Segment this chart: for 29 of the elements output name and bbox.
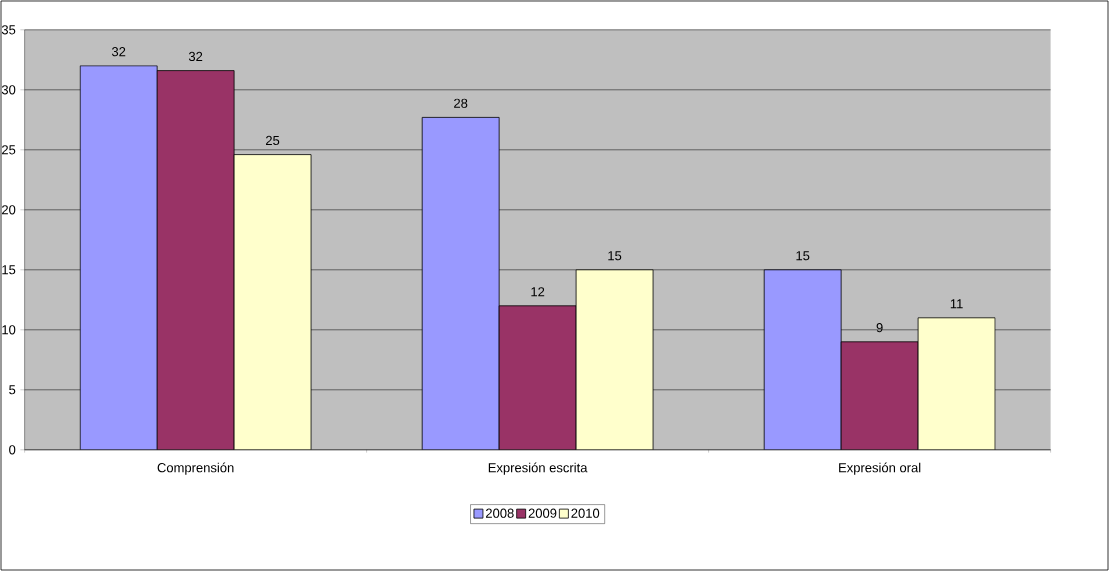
bar: [156, 70, 235, 450]
y-tick-label: 15: [2, 265, 16, 275]
x-tick-label: Comprensión: [157, 462, 234, 475]
data-label: 25: [266, 135, 280, 146]
y-tick-label: 25: [2, 145, 16, 155]
bar: [575, 269, 654, 450]
data-label: 9: [876, 323, 883, 333]
x-tick-label: Expresión oral: [839, 462, 921, 475]
legend-label: 2010: [571, 508, 600, 518]
data-label: 15: [796, 251, 810, 261]
bar: [233, 154, 312, 450]
legend-label: 2009: [528, 508, 557, 518]
y-tick-label: 10: [2, 325, 16, 335]
y-tick-label: 30: [1, 85, 16, 95]
data-label: 12: [531, 287, 545, 297]
data-label: 28: [454, 98, 468, 108]
data-label: 15: [608, 251, 622, 261]
data-label: 32: [111, 47, 126, 57]
bar: [917, 317, 996, 450]
legend-label: 2008: [486, 508, 514, 518]
y-tick-label: 20: [2, 205, 16, 215]
y-tick-label: 0: [9, 445, 16, 455]
x-tick-label: Expresión escrita: [488, 462, 588, 475]
data-label: 32: [188, 51, 203, 62]
y-tick-label: 35: [1, 25, 16, 35]
y-tick-label: 5: [9, 385, 16, 395]
bar: [498, 305, 577, 450]
bar: [840, 341, 919, 450]
data-label: 11: [950, 299, 963, 309]
